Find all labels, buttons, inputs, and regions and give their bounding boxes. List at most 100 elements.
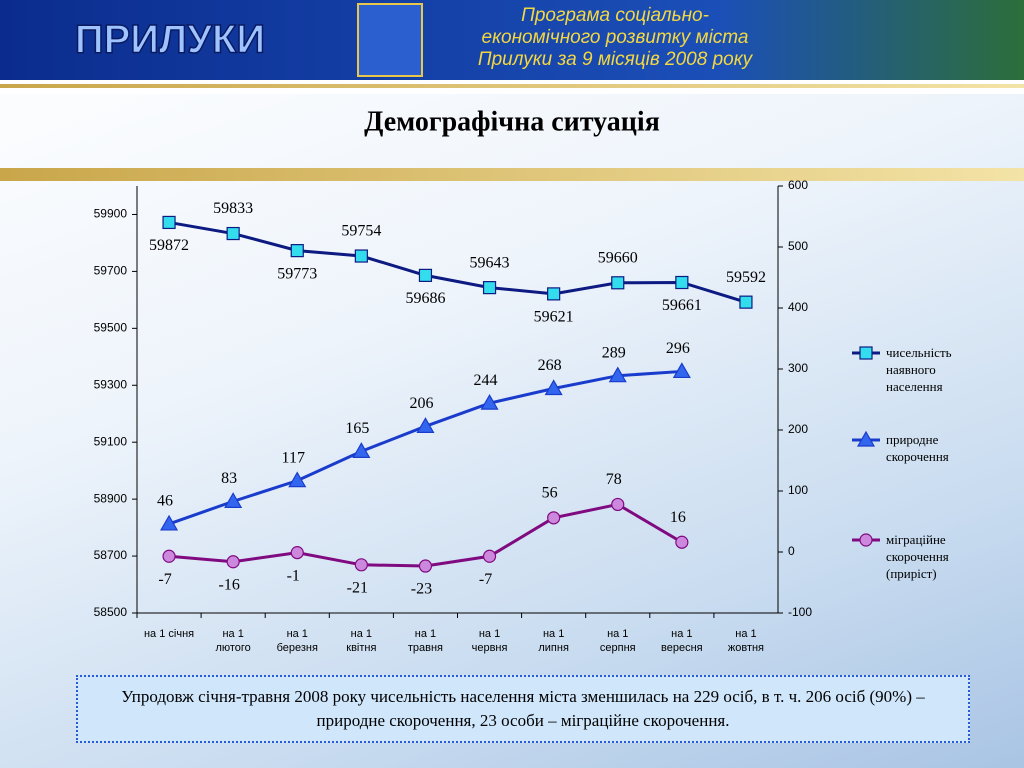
- data-label: 296: [666, 340, 690, 357]
- data-label: -21: [347, 579, 368, 596]
- data-point: [675, 275, 689, 290]
- data-point: [611, 497, 625, 512]
- data-label: 59686: [405, 290, 445, 307]
- x-tick-label: на 1 квітня: [346, 628, 377, 654]
- title-stripe: [0, 168, 1024, 181]
- x-tick-label: на 1 жовтня: [727, 628, 765, 654]
- data-point: [290, 546, 304, 560]
- y2-tick-label: 100: [788, 483, 808, 497]
- header-stripe: [0, 84, 1024, 88]
- x-tick-label: на 1 липня: [538, 628, 569, 654]
- data-point: [608, 366, 627, 383]
- data-label: 165: [345, 420, 369, 437]
- data-label: 59660: [598, 249, 638, 266]
- y-tick-label: 58900: [94, 491, 128, 505]
- data-label: 56: [542, 485, 558, 502]
- data-label: 268: [538, 357, 562, 374]
- legend-marker: [859, 533, 873, 547]
- data-label: -1: [287, 567, 300, 584]
- y2-tick-label: 300: [788, 361, 808, 375]
- data-point: [224, 492, 243, 508]
- data-label: -7: [158, 571, 171, 588]
- data-point: [480, 393, 499, 410]
- coat-of-arms: [357, 3, 423, 77]
- data-point: [288, 471, 307, 488]
- y2-tick-label: 0: [788, 544, 795, 558]
- y-tick-label: 59300: [94, 377, 128, 391]
- data-point: [544, 379, 563, 396]
- y-tick-label: 58500: [94, 605, 128, 619]
- data-label: 59773: [277, 265, 317, 282]
- data-point: [352, 442, 371, 458]
- series-line: [168, 220, 747, 304]
- data-label: -16: [218, 576, 239, 593]
- city-name: ПРИЛУКИ: [75, 18, 265, 62]
- program-line: економічного розвитку міста: [482, 27, 749, 48]
- data-label: 59833: [213, 200, 253, 217]
- data-point: [482, 281, 497, 295]
- x-tick-label: на 1 лютого: [215, 628, 251, 654]
- data-label: 59592: [726, 269, 766, 286]
- data-point: [162, 549, 176, 563]
- legend-marker: [859, 346, 873, 360]
- data-label: 244: [474, 372, 498, 389]
- data-label: 59754: [341, 223, 381, 240]
- y-tick-label: 59100: [94, 434, 128, 448]
- x-tick-label: на 1 вересня: [661, 628, 703, 654]
- data-point: [354, 249, 368, 263]
- x-tick-label: на 1 травня: [407, 628, 444, 654]
- y-tick-label: 59700: [94, 264, 128, 278]
- x-tick-label: на 1 червня: [471, 628, 508, 654]
- data-point: [547, 287, 561, 301]
- data-label: -7: [479, 571, 492, 588]
- data-point: [354, 558, 368, 572]
- data-label: 59621: [534, 309, 574, 326]
- data-point: [226, 555, 240, 569]
- y-tick-label: 59900: [94, 207, 128, 221]
- program-line: Програма соціально-: [521, 5, 709, 26]
- data-label: 83: [221, 470, 237, 487]
- legend-label: міграційне скорочення (приріст): [886, 532, 949, 581]
- data-label: 59661: [662, 297, 702, 314]
- header-bar: [0, 0, 1024, 80]
- y-tick-label: 59500: [94, 321, 128, 335]
- legend-marker: [856, 430, 876, 447]
- data-point: [611, 276, 625, 290]
- data-point: [160, 514, 179, 531]
- data-point: [162, 215, 176, 230]
- y2-tick-label: 200: [788, 422, 808, 436]
- data-label: 78: [606, 471, 622, 488]
- data-point: [739, 295, 753, 309]
- slide-title: Демографічна ситуація: [364, 106, 660, 137]
- data-label: 16: [670, 509, 686, 526]
- y2-tick-label: 500: [788, 239, 808, 253]
- legend-label: чисельність наявного населення: [886, 345, 952, 394]
- x-tick-label: на 1 серпня: [599, 628, 636, 654]
- note: Упродовж січня-травня 2008 року чисельні…: [76, 675, 970, 743]
- data-point: [675, 535, 689, 549]
- data-label: 59872: [149, 237, 189, 254]
- data-point: [418, 268, 433, 282]
- data-label: 59643: [470, 254, 510, 271]
- series-line: [168, 502, 683, 568]
- data-label: -23: [411, 581, 432, 598]
- data-point: [672, 362, 691, 379]
- data-point: [416, 417, 435, 433]
- legend-label: природне скорочення: [886, 432, 949, 464]
- data-point: [547, 511, 561, 525]
- data-point: [418, 559, 433, 573]
- x-tick-label: на 1 березня: [276, 628, 318, 654]
- data-point: [482, 549, 497, 563]
- y2-tick-label: 400: [788, 300, 808, 314]
- data-point: [290, 244, 304, 258]
- y-tick-label: 58700: [94, 548, 128, 562]
- data-label: 289: [602, 344, 626, 361]
- data-label: 206: [409, 395, 433, 412]
- data-point: [226, 226, 240, 241]
- data-label: 46: [157, 493, 173, 510]
- x-tick-label: на 1 січня: [143, 628, 195, 640]
- y2-tick-label: -100: [788, 605, 812, 619]
- data-label: 117: [282, 449, 305, 466]
